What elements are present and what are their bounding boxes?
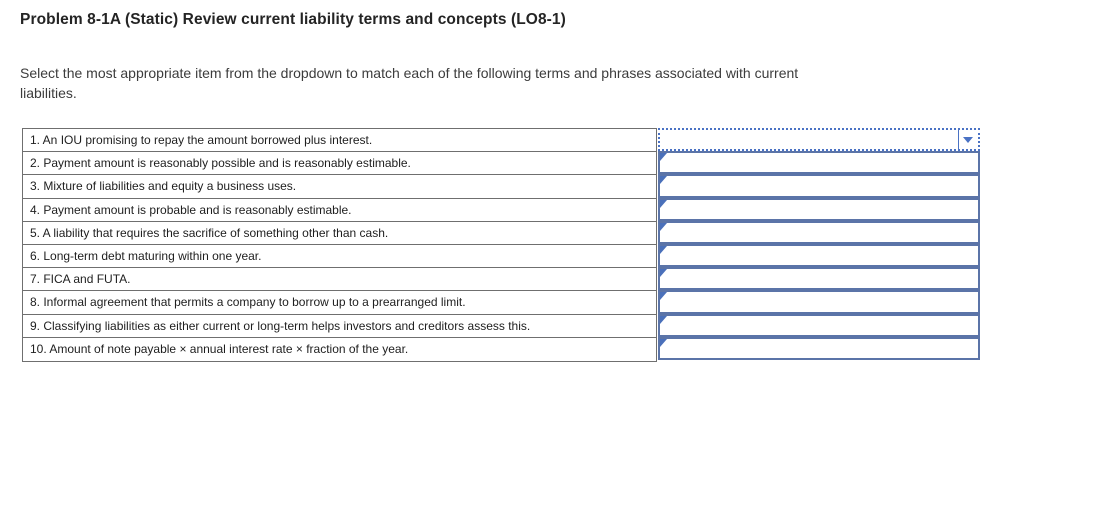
term-row-1: 1. An IOU promising to repay the amount … [23,129,656,153]
dropdown-corner-marker-icon [660,199,667,208]
dropdown-corner-marker-icon [660,176,667,185]
chevron-down-icon [963,137,973,143]
term-row-4: 4. Payment amount is probable and is rea… [23,199,656,222]
answer-dropdown-2[interactable] [658,151,980,175]
dropdown-corner-marker-icon [660,222,667,231]
dropdown-corner-marker-icon [660,245,667,254]
answer-dropdown-7[interactable] [658,267,980,291]
dropdown-corner-marker-icon [660,315,667,324]
matching-table: 1. An IOU promising to repay the amount … [22,128,980,362]
term-row-2: 2. Payment amount is reasonably possible… [23,152,656,176]
dropdown-arrow-zone[interactable] [958,130,978,150]
answer-dropdown-10[interactable] [658,336,980,360]
term-row-3: 3. Mixture of liabilities and equity a b… [23,175,656,199]
term-row-9: 9. Classifying liabilities as either cur… [23,315,656,338]
answer-dropdown-6[interactable] [658,243,980,268]
instructions: Select the most appropriate item from th… [20,63,798,103]
term-row-5: 5. A liability that requires the sacrifi… [23,222,656,245]
dropdown-corner-marker-icon [660,153,667,162]
dropdown-corner-marker-icon [660,338,667,347]
answer-dropdown-3[interactable] [658,174,980,198]
answer-dropdown-1[interactable] [658,128,980,152]
page-title: Problem 8-1A (Static) Review current lia… [20,11,566,28]
answer-dropdown-4[interactable] [658,197,980,221]
dropdown-corner-marker-icon [660,269,667,278]
answer-dropdown-9[interactable] [658,313,980,337]
instructions-line-2: liabilities. [20,85,77,101]
answer-dropdown-8[interactable] [658,290,980,314]
term-row-7: 7. FICA and FUTA. [23,268,656,292]
term-row-8: 8. Informal agreement that permits a com… [23,291,656,315]
instructions-line-1: Select the most appropriate item from th… [20,65,799,81]
term-row-10: 10. Amount of note payable × annual inte… [30,341,409,356]
dropdown-corner-marker-icon [660,292,667,301]
answer-dropdown-5[interactable] [658,220,980,244]
question-column: 1. An IOU promising to repay the amount … [22,128,657,362]
answer-column [658,128,980,360]
term-row-6: 6. Long-term debt maturing within one ye… [23,245,656,269]
